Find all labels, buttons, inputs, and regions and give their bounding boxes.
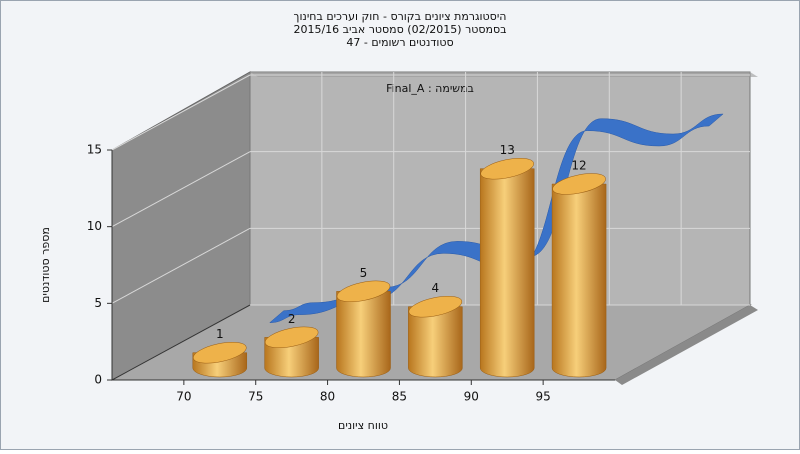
bar: [336, 280, 391, 378]
bar: [408, 295, 463, 378]
chart-title: בסמסטר (02/2015) סמסטר אביב 2015/16: [293, 23, 506, 36]
data-label: 4: [432, 281, 440, 295]
bar-top: [480, 157, 534, 180]
bar: [264, 326, 319, 378]
chart-title: סטודנטים רשומים - 47: [346, 36, 453, 49]
bar-body: [479, 168, 535, 378]
bar-top: [336, 280, 391, 303]
x-tick-label: 70: [176, 390, 191, 404]
y-axis-label: מספר סטודנטים: [39, 227, 52, 303]
chart-title: היסטוגרמת ציונים בקורס - חוק וערכים בחינ…: [294, 10, 507, 23]
annotation: במשימה : Final_A: [386, 82, 474, 95]
y-tick-label: 5: [94, 296, 102, 310]
x-tick-label: 75: [248, 390, 263, 404]
y-tick-label: 15: [87, 143, 102, 157]
bar-top: [264, 326, 319, 349]
bar-top: [408, 295, 463, 318]
data-label: 5: [360, 266, 368, 280]
data-label: 12: [571, 159, 586, 173]
grid-line: [111, 74, 251, 151]
axis-line: [111, 304, 251, 381]
y-tick-label: 10: [87, 219, 102, 233]
bar-body: [551, 183, 607, 378]
bar: [192, 341, 248, 378]
grid-line: [111, 151, 251, 228]
bar-body: [408, 306, 463, 378]
x-axis-label: טווח ציונים: [338, 419, 388, 432]
bar-top: [552, 173, 606, 195]
x-tick-label: 95: [536, 390, 551, 404]
data-label: 1: [216, 327, 224, 341]
bar-top: [193, 341, 247, 364]
y-tick-label: 0: [94, 373, 102, 387]
bar-body: [336, 291, 391, 378]
x-tick-label: 80: [320, 390, 335, 404]
data-label: 2: [288, 312, 296, 326]
grid-line: [111, 227, 251, 304]
bar: [479, 157, 535, 378]
data-label: 13: [500, 143, 515, 157]
ribbon: [269, 113, 724, 323]
x-tick-label: 85: [392, 390, 407, 404]
floor-edge: [615, 305, 758, 385]
x-tick-label: 90: [464, 390, 479, 404]
bar: [551, 173, 607, 378]
